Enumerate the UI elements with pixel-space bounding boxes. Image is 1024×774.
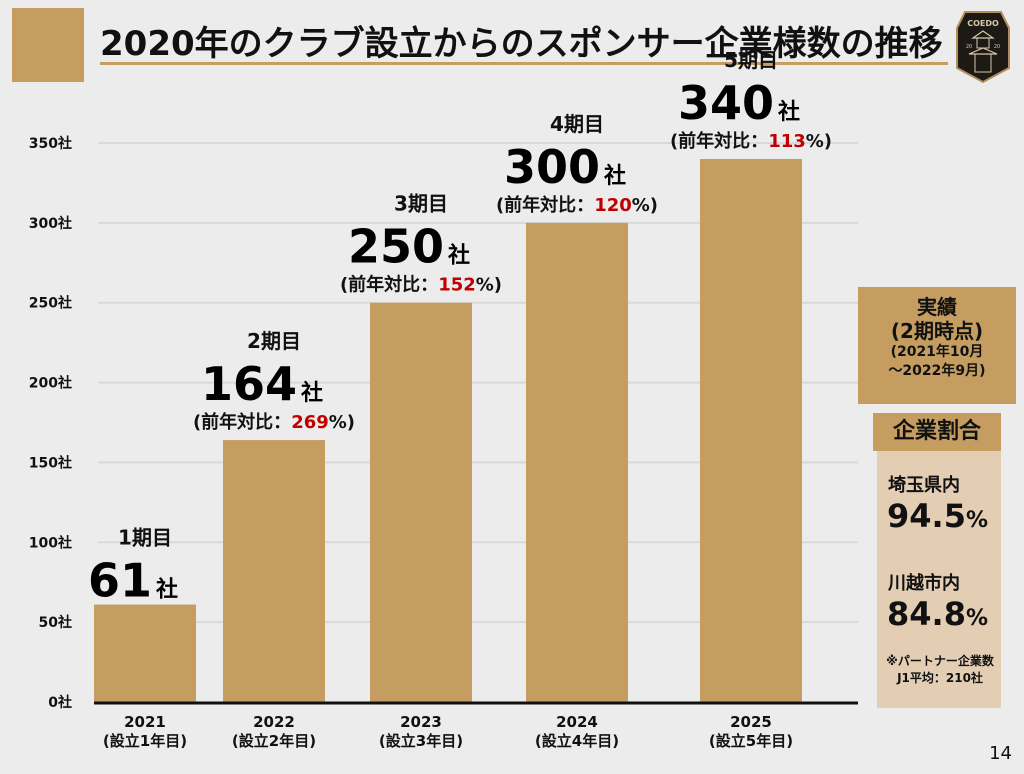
value-unit: 社 — [778, 99, 800, 125]
value-label: 164 社 — [201, 357, 323, 411]
j1-note-line1: ※パートナー企業数 — [886, 654, 994, 668]
j1-note-line2: J1平均：210社 — [897, 671, 983, 685]
bar-annotation: 1期目 61 社 — [88, 526, 178, 608]
value-unit: 社 — [604, 163, 626, 189]
y-tick-label: 150社 — [29, 454, 72, 471]
yoy-suffix: %) — [806, 131, 832, 152]
share-label-kawagoe: 川越市内 — [888, 573, 960, 594]
x-tick-label: 2024 — [556, 713, 598, 731]
period-label: 5期目 — [724, 48, 778, 72]
results-title: 実績 — [917, 295, 957, 319]
x-tick-sublabel: (設立5年目) — [709, 732, 793, 750]
value-label: 61 社 — [88, 554, 178, 608]
yoy-prefix: (前年対比： — [670, 130, 768, 152]
y-tick-label: 250社 — [29, 295, 72, 312]
yoy-value: 113 — [768, 131, 806, 152]
value-unit: 社 — [301, 380, 323, 406]
yoy-label: (前年対比：113%) — [670, 130, 832, 152]
results-range-start: (2021年10月 — [890, 344, 984, 360]
yoy-value: 269 — [291, 412, 329, 433]
period-label: 1期目 — [118, 526, 172, 550]
value-label: 250 社 — [348, 220, 470, 274]
yoy-suffix: %) — [476, 275, 502, 296]
value-number: 250 — [348, 220, 444, 274]
results-period: (2期時点) — [890, 319, 984, 343]
logo-year-left: 20 — [966, 44, 972, 50]
value-number: 61 — [88, 554, 152, 608]
bar — [370, 302, 472, 702]
yoy-label: (前年対比：120%) — [496, 194, 658, 216]
value-unit: 社 — [156, 577, 178, 603]
bar — [526, 222, 628, 702]
page-number: 14 — [989, 743, 1012, 764]
results-header-box: 実績 (2期時点) (2021年10月 〜2022年9月) — [858, 287, 1016, 404]
value-label: 300 社 — [504, 140, 626, 194]
x-tick-label: 2023 — [400, 713, 442, 731]
period-label: 3期目 — [394, 192, 448, 216]
x-tick-label: 2022 — [253, 713, 295, 731]
share-unit: % — [965, 508, 988, 533]
share-value-kawagoe: 84.8% — [887, 595, 988, 633]
yoy-prefix: (前年対比： — [340, 274, 438, 296]
yoy-value: 152 — [438, 275, 476, 296]
value-label: 340 社 — [678, 76, 800, 130]
bar — [223, 440, 325, 702]
y-tick-label: 0社 — [48, 694, 72, 711]
y-tick-label: 300社 — [29, 215, 72, 232]
bar — [94, 604, 196, 702]
company-share-panel: 埼玉県内 94.5% 川越市内 84.8% ※パートナー企業数 J1平均：210… — [877, 451, 1001, 708]
company-share-title: 企業割合 — [873, 413, 1001, 451]
yoy-prefix: (前年対比： — [496, 194, 594, 216]
x-tick-label: 2025 — [730, 713, 772, 731]
bar — [700, 158, 802, 702]
yoy-label: (前年対比：152%) — [340, 274, 502, 296]
y-tick-label: 100社 — [29, 534, 72, 551]
y-tick-label: 50社 — [39, 614, 72, 631]
value-number: 340 — [678, 76, 774, 130]
yoy-suffix: %) — [632, 195, 658, 216]
value-number: 300 — [504, 140, 600, 194]
x-tick-label: 2021 — [124, 713, 166, 731]
x-tick-sublabel: (設立4年目) — [535, 732, 619, 750]
value-number: 164 — [201, 357, 297, 411]
club-crest-icon: COEDO 20 20 — [956, 11, 1010, 84]
y-tick-label: 200社 — [29, 375, 72, 392]
x-tick-sublabel: (設立3年目) — [379, 732, 463, 750]
period-label: 4期目 — [550, 112, 604, 136]
results-range-end: 〜2022年9月) — [888, 363, 986, 379]
share-number: 84.8 — [887, 595, 966, 633]
share-label-saitama: 埼玉県内 — [888, 475, 960, 496]
yoy-suffix: %) — [329, 412, 355, 433]
y-tick-label: 350社 — [29, 135, 72, 152]
x-tick-sublabel: (設立2年目) — [232, 732, 316, 750]
share-value-saitama: 94.5% — [887, 497, 988, 535]
title-accent-block — [12, 8, 84, 82]
logo-text: COEDO — [967, 19, 999, 28]
yoy-label: (前年対比：269%) — [193, 411, 355, 433]
logo-year-right: 20 — [994, 44, 1000, 50]
share-number: 94.5 — [887, 497, 966, 535]
period-label: 2期目 — [247, 329, 301, 353]
page-title: 2020年のクラブ設立からのスポンサー企業様数の推移 — [100, 24, 943, 64]
share-unit: % — [965, 606, 988, 631]
value-unit: 社 — [448, 243, 470, 269]
yoy-prefix: (前年対比： — [193, 411, 291, 433]
x-tick-sublabel: (設立1年目) — [103, 732, 187, 750]
yoy-value: 120 — [594, 195, 632, 216]
title-underline — [100, 62, 948, 65]
